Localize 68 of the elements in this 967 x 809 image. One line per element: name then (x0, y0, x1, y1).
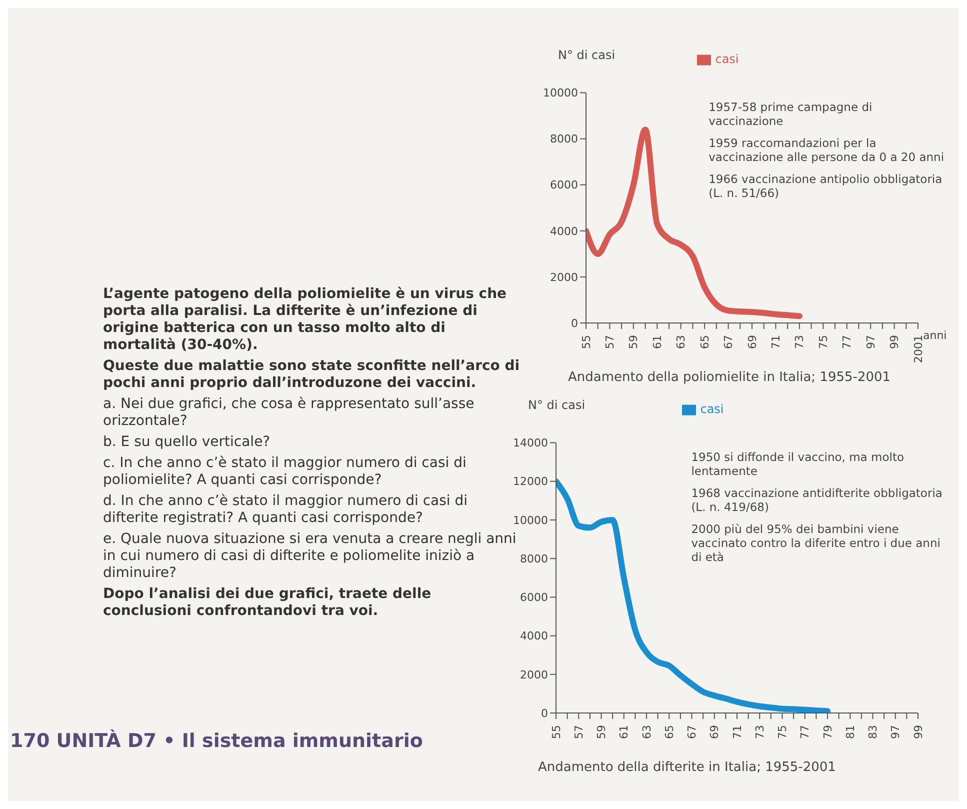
x-tick-label: 55 (580, 335, 593, 349)
y-tick-label: 4000 (550, 224, 578, 238)
text: Andamento della poliomielite in Italia; 1955-2001 (568, 370, 891, 385)
y-axis-title: N° di casi (558, 48, 616, 62)
y-tick-label: 4000 (520, 630, 548, 643)
x-tick-label: 73 (753, 725, 766, 739)
legend-label: casi (715, 52, 739, 66)
text: Queste due malattie sono state sconfitte nell’arco di pochi anni proprio dall’introduzone dei vaccini. (103, 358, 521, 392)
x-tick-label: 2001 (912, 335, 925, 363)
x-axis-title: anni (923, 328, 947, 342)
text: d. In che anno c’è stato il maggior numero di casi di difterite registrati? A quanti casi corrisponde? (103, 493, 468, 526)
text: L’agente patogeno della poliomielite è un virus che porta alla paralisi. La difterite è un’infezione di origine batterica con un tasso molto alto di mortalità (30-40%). (103, 286, 508, 354)
text: Dopo l’analisi dei due grafici, traete delle conclusioni confrontandovi tra voi. (103, 586, 432, 619)
x-tick-label: 71 (770, 335, 783, 349)
x-tick-label: 99 (912, 725, 925, 739)
annotation: 1966 vaccinazione antipolio obbligatoria (L. n. 51/66) (708, 172, 944, 200)
y-tick-label: 8000 (550, 132, 578, 146)
annotation: 2000 più del 95% dei bambini viene vaccinato contro la diferite entro i due anni di età (691, 522, 942, 564)
y-axis-title: N° di casi (528, 398, 586, 412)
x-tick-label: 69 (746, 335, 759, 349)
x-tick-label: 77 (840, 335, 854, 349)
text: e. Quale nuova situazione si era venuta a creare negli anni in cui numero di casi di difterite e poliomelite iniziò a diminuire? (103, 531, 516, 581)
y-tick-label: 14000 (513, 436, 548, 450)
annotation: 1957-58 prime campagne di vaccinazione (708, 100, 874, 128)
x-tick-label: 63 (640, 725, 654, 739)
annotation: 1959 raccomandazioni per la vaccinazione alle persone da 0 a 20 anni (708, 136, 946, 164)
y-tick-label: 12000 (513, 475, 548, 488)
y-tick-label: 2000 (520, 668, 548, 682)
x-tick-label: 63 (674, 335, 688, 349)
x-tick-label: 97 (889, 725, 902, 739)
x-tick-label: 83 (866, 725, 880, 739)
y-tick-label: 10000 (513, 514, 548, 527)
x-tick-label: 67 (722, 335, 736, 349)
text: a. Nei due grafici, che cosa è rappresentato sull’asse orizzontale? (103, 396, 476, 430)
x-tick-label: 69 (708, 725, 722, 739)
legend-label: casi (700, 402, 724, 416)
y-tick-label: 8000 (520, 552, 548, 566)
x-tick-label: 61 (618, 725, 631, 739)
x-tick-label: 75 (816, 335, 830, 349)
y-tick-label: 2000 (550, 270, 578, 284)
x-tick-label: 75 (776, 725, 790, 739)
x-tick-label: 59 (595, 725, 608, 739)
text: c. In che anno c’è stato il maggior numero di casi di poliomielite? A quanti casi corrisponde? (103, 455, 466, 488)
y-tick-label: 0 (541, 706, 548, 720)
x-tick-label: 57 (604, 335, 617, 349)
x-tick-label: 77 (798, 725, 812, 739)
x-tick-label: 73 (793, 335, 806, 349)
x-tick-label: 57 (572, 725, 586, 739)
y-tick-label: 6000 (520, 591, 548, 604)
y-tick-label: 6000 (550, 178, 578, 192)
x-tick-label: 55 (550, 725, 563, 739)
x-tick-label: 97 (864, 335, 878, 349)
y-tick-label: 0 (571, 316, 578, 330)
x-tick-label: 99 (888, 335, 902, 349)
annotation: 1968 vaccinazione antidifterite obbligatoria (L. n. 419/68) (691, 486, 944, 514)
text: Andamento della difterite in Italia; 1955-2001 (538, 760, 836, 775)
x-tick-label: 61 (650, 335, 664, 349)
x-tick-label: 71 (730, 725, 744, 739)
x-tick-label: 59 (627, 335, 640, 349)
x-tick-label: 79 (821, 725, 834, 739)
x-tick-label: 65 (698, 335, 712, 349)
x-tick-label: 81 (844, 725, 857, 739)
x-tick-label: 67 (686, 725, 699, 739)
x-tick-label: 65 (662, 725, 676, 739)
y-tick-label: 10000 (543, 86, 578, 100)
text: b. E su quello verticale? (103, 434, 270, 450)
annotation: 1950 si diffonde il vaccino, ma molto lentamente (691, 450, 905, 478)
text: 170 UNITÀ D7 • Il sistema immunitario (10, 730, 423, 752)
